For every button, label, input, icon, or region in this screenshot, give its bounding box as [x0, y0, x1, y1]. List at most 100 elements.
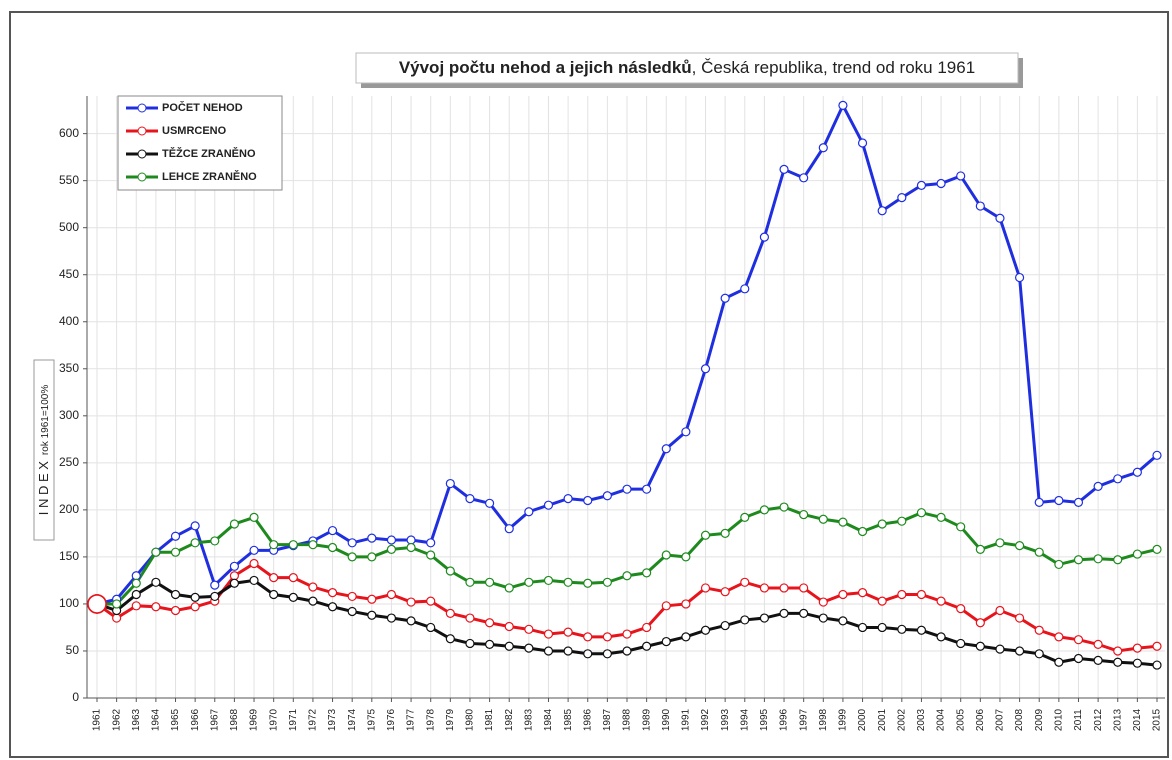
point — [681, 632, 691, 642]
x-tick-label: 1978 — [425, 708, 436, 731]
chart-title: Vývoj počtu nehod a jejich následků, Čes… — [399, 58, 975, 77]
point — [347, 538, 357, 548]
point — [484, 639, 495, 649]
point — [818, 613, 828, 623]
point — [1132, 643, 1142, 653]
point — [1113, 555, 1123, 565]
point — [995, 213, 1005, 223]
point — [1132, 549, 1142, 559]
x-tick-label: 1999 — [838, 708, 849, 731]
point — [936, 512, 946, 523]
point — [1073, 555, 1084, 565]
point — [799, 509, 809, 520]
point — [524, 507, 534, 517]
point — [308, 596, 318, 606]
point — [583, 649, 593, 659]
point — [995, 538, 1005, 548]
x-tick-label: 1963 — [131, 708, 142, 731]
point — [249, 558, 259, 569]
point — [386, 544, 397, 554]
point — [367, 594, 377, 604]
x-tick-label: 1979 — [445, 708, 456, 731]
point — [799, 608, 809, 618]
point — [288, 592, 298, 602]
point — [229, 571, 240, 581]
point — [229, 578, 240, 588]
point — [1073, 635, 1084, 645]
point — [1034, 547, 1044, 557]
point — [563, 577, 573, 587]
point — [386, 535, 397, 545]
point — [602, 632, 612, 642]
point — [112, 613, 122, 623]
legend-label: LEHCE ZRANĚNO — [162, 170, 257, 183]
point — [210, 591, 220, 602]
point — [445, 634, 455, 644]
point — [484, 618, 495, 628]
point — [170, 531, 181, 541]
point — [543, 629, 554, 639]
point — [700, 583, 711, 593]
point — [936, 632, 946, 642]
point — [249, 545, 259, 555]
point — [681, 599, 691, 609]
point — [327, 588, 338, 598]
point — [818, 143, 828, 153]
point — [524, 577, 534, 587]
point — [1054, 657, 1064, 667]
x-tick-label: 2009 — [1034, 708, 1045, 731]
point — [759, 583, 770, 593]
point — [956, 604, 966, 614]
point — [720, 528, 730, 538]
x-tick-label: 2001 — [877, 708, 888, 731]
point — [1034, 497, 1044, 507]
point — [759, 232, 770, 242]
point — [818, 514, 828, 524]
point — [524, 624, 534, 634]
x-tick-label: 2007 — [995, 708, 1006, 731]
point — [857, 622, 868, 633]
x-tick-label: 1996 — [779, 708, 790, 731]
point — [956, 171, 966, 181]
point — [642, 622, 652, 633]
point — [386, 589, 397, 600]
y-tick-label: 0 — [72, 690, 79, 704]
point — [1152, 660, 1162, 670]
point — [916, 508, 927, 518]
point — [190, 602, 200, 612]
legend-marker — [137, 126, 147, 136]
point — [87, 594, 107, 614]
point — [740, 512, 750, 523]
point — [504, 524, 514, 534]
point — [151, 577, 161, 587]
point — [759, 613, 770, 623]
point — [1014, 646, 1025, 656]
x-tick-label: 1967 — [209, 708, 220, 731]
legend-label: USMRCENO — [162, 125, 227, 137]
point — [642, 641, 652, 651]
x-tick-label: 2006 — [975, 708, 986, 731]
point — [897, 624, 907, 634]
point — [779, 583, 789, 593]
legend-marker — [137, 149, 147, 159]
point — [131, 571, 141, 581]
point — [956, 522, 966, 532]
point — [543, 500, 554, 510]
point — [700, 625, 711, 635]
x-tick-label: 1995 — [759, 708, 770, 731]
x-tick-label: 2013 — [1112, 708, 1123, 731]
point — [426, 622, 436, 633]
point — [229, 561, 240, 571]
point — [563, 493, 573, 504]
point — [779, 164, 789, 174]
x-tick-label: 1981 — [484, 708, 495, 731]
point — [740, 284, 750, 294]
x-tick-label: 2011 — [1073, 709, 1084, 731]
point — [857, 526, 868, 537]
y-tick-label: 50 — [66, 643, 80, 657]
point — [269, 572, 279, 583]
point — [367, 610, 377, 620]
point — [249, 575, 259, 586]
point — [936, 178, 946, 189]
